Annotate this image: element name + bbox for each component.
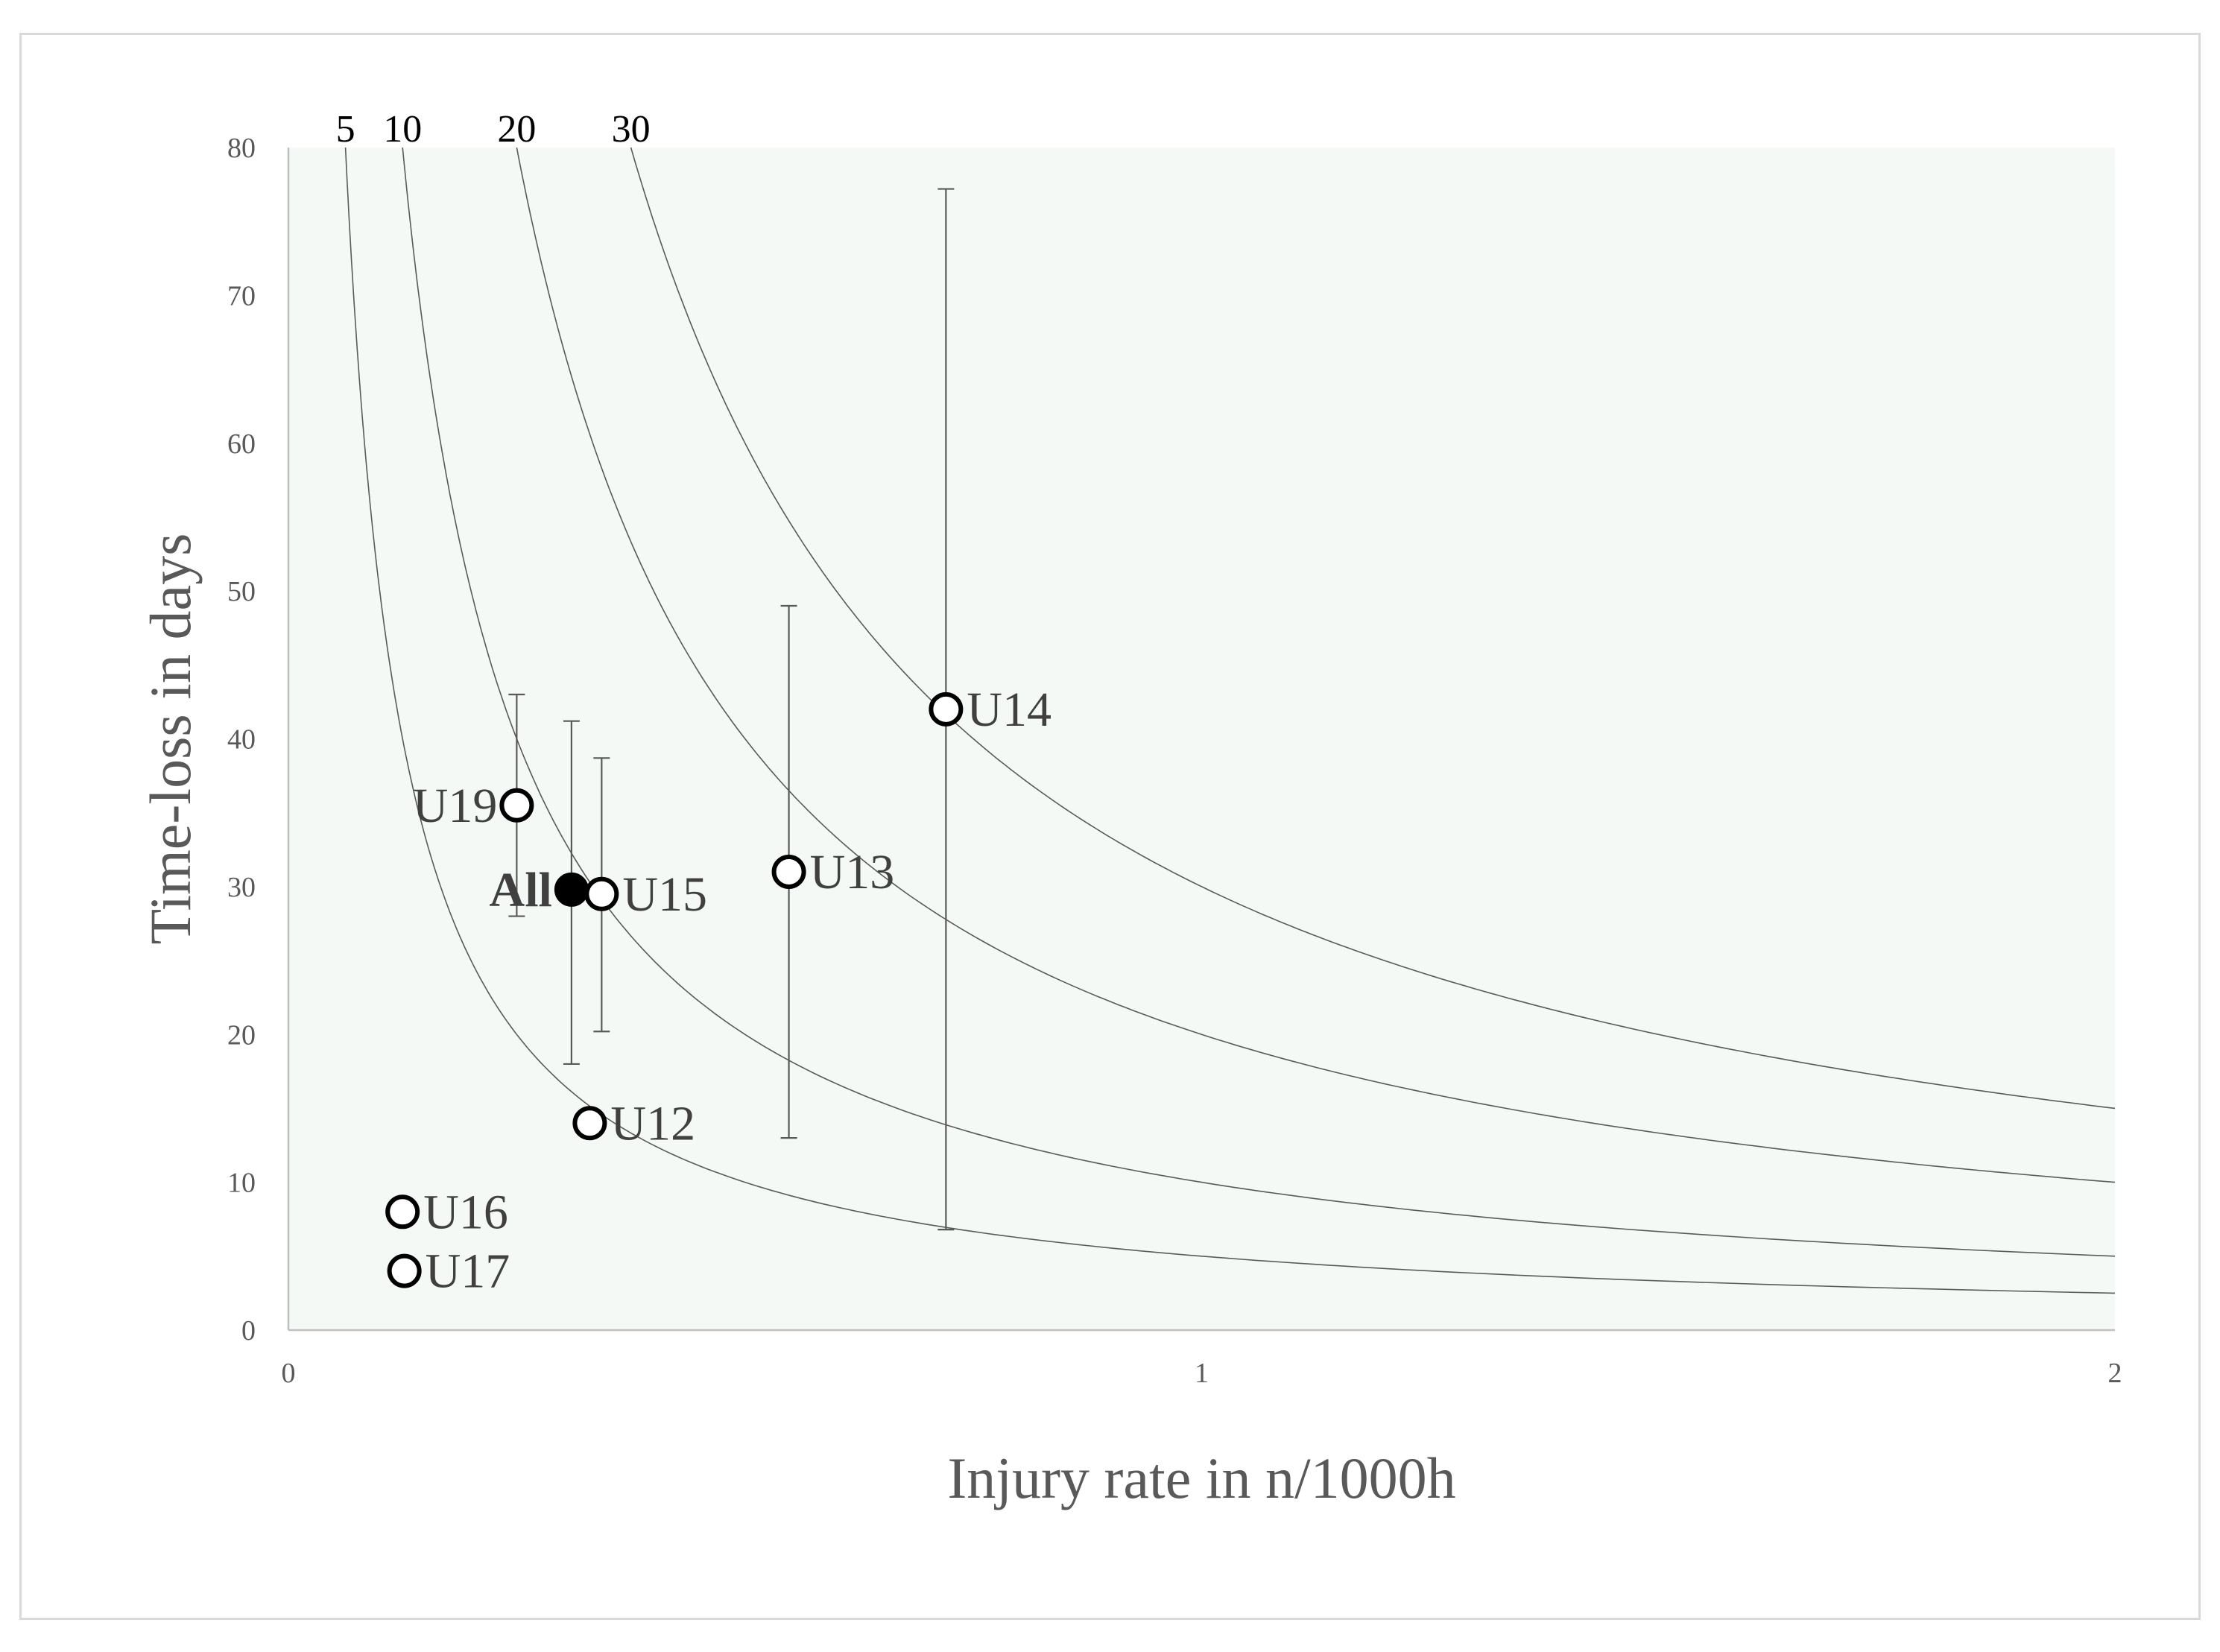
y-axis-title: Time-loss in days	[138, 534, 203, 945]
data-point-label: U19	[413, 779, 498, 833]
x-tick-label: 2	[2108, 1358, 2122, 1389]
data-point-label: All	[490, 863, 552, 917]
isoline-10	[402, 147, 2116, 1257]
isoline-5	[344, 147, 2116, 1294]
isoline-label: 10	[383, 108, 422, 151]
data-point-label: U13	[810, 845, 895, 899]
data-point-label: U14	[967, 683, 1052, 737]
y-tick-label: 50	[227, 576, 256, 607]
data-point	[771, 855, 806, 890]
y-tick-label: 80	[227, 133, 256, 164]
isoline-30	[630, 147, 2116, 1110]
data-point-label: U17	[426, 1244, 510, 1299]
y-tick-label: 40	[227, 724, 256, 756]
data-point	[499, 788, 534, 823]
data-point	[385, 1194, 420, 1229]
isoline-label: 30	[612, 108, 651, 151]
data-point	[387, 1253, 422, 1288]
isoline-label: 5	[336, 108, 355, 151]
data-point-label: U12	[610, 1096, 695, 1151]
y-tick-label: 10	[227, 1168, 256, 1199]
y-tick-label: 70	[227, 280, 256, 311]
isoline-label: 20	[497, 108, 536, 151]
y-tick-label: 20	[227, 1019, 256, 1051]
data-point	[929, 692, 964, 727]
isoline-20	[516, 147, 2116, 1183]
data-point	[572, 1106, 607, 1141]
x-tick-label: 0	[282, 1358, 296, 1389]
y-tick-label: 60	[227, 428, 256, 460]
data-point	[584, 876, 619, 911]
plot-area	[288, 148, 2115, 1330]
data-point-label: U16	[423, 1185, 508, 1239]
y-tick-label: 30	[227, 872, 256, 903]
x-tick-label: 1	[1195, 1358, 1209, 1389]
data-point-label: U15	[622, 867, 707, 922]
data-point	[554, 872, 589, 907]
y-tick-label: 0	[241, 1315, 256, 1346]
x-axis-title: Injury rate in n/1000h	[947, 1446, 1455, 1510]
